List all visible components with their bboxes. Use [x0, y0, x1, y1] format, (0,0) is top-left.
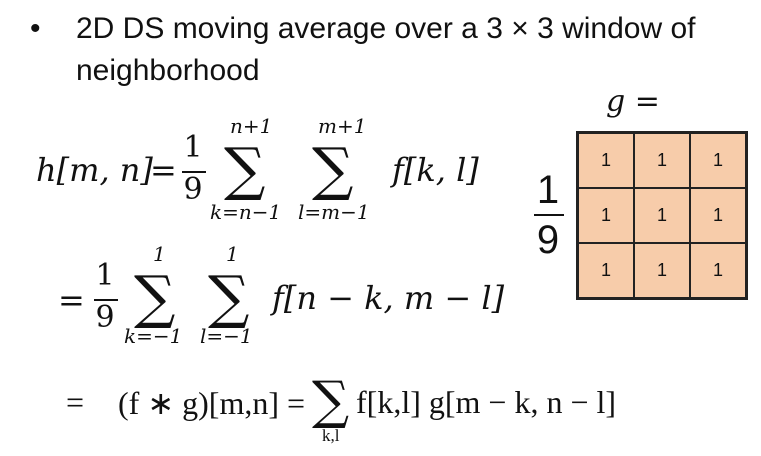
sum-sign-5: ∑: [312, 371, 350, 431]
eq1-sum1-lower: k=n−1: [210, 200, 282, 224]
bullet-text: 2D DS moving average over a 3 × 3 window…: [76, 12, 696, 87]
eq2-coef-num: 1: [95, 258, 115, 293]
eq2-coef-den: 9: [95, 300, 115, 335]
sum-sign-3: ∑: [134, 263, 176, 331]
eq2-sum1-lower: k=−1: [124, 324, 183, 348]
sum-sign-1: ∑: [224, 135, 266, 203]
kernel-cell: 1: [576, 242, 635, 300]
kernel-cell: 1: [689, 242, 748, 300]
eq1-sum2-lower: l=m−1: [298, 200, 370, 224]
bullet-dot: •: [30, 12, 41, 45]
eq2-sum2-upper: 1: [226, 242, 239, 266]
eq1-coef-num: 1: [183, 130, 203, 165]
kernel-cell: 1: [633, 187, 691, 244]
eq2-sum2-lower: l=−1: [200, 324, 253, 348]
kernel-grid: 1 1 1 1 1 1 1 1 1: [576, 131, 748, 300]
kernel-cell: 1: [633, 131, 691, 189]
eq1-sum2-upper: m+1: [318, 114, 367, 138]
kernel-label: g =: [606, 84, 660, 119]
kernel-scale-denominator: 9: [536, 218, 560, 262]
eq3-sum-lower: k,l: [322, 426, 340, 445]
eq2-sum1-upper: 1: [153, 242, 166, 266]
eq3-lhs: (f ∗ g)[m,n] =: [118, 385, 306, 421]
eq3-equals: =: [66, 384, 85, 420]
sum-sign-2: ∑: [312, 135, 354, 203]
eq1-term: f[k, l]: [392, 151, 479, 189]
eq1-coef-bar: [182, 171, 206, 173]
eq2-term: f[n − k, m − l]: [272, 279, 505, 317]
eq2-equals: =: [58, 281, 85, 319]
eq1-coef-den: 9: [183, 172, 203, 207]
eq1-lhs: h[m, n]: [36, 151, 153, 189]
eq1-sum1-upper: n+1: [230, 114, 273, 138]
kernel-scale-numerator: 1: [536, 168, 560, 212]
kernel-cell: 1: [689, 187, 748, 244]
kernel-scale-bar: [534, 214, 564, 216]
kernel-cell: 1: [633, 242, 691, 300]
eq2-coef-bar: [94, 299, 118, 301]
eq1-equals: =: [150, 151, 177, 189]
kernel-cell: 1: [576, 187, 635, 244]
sum-sign-4: ∑: [208, 263, 250, 331]
kernel-cell: 1: [689, 131, 748, 189]
eq3-term: f[k,l] g[m − k, n − l]: [356, 384, 617, 420]
kernel-cell: 1: [576, 131, 635, 189]
